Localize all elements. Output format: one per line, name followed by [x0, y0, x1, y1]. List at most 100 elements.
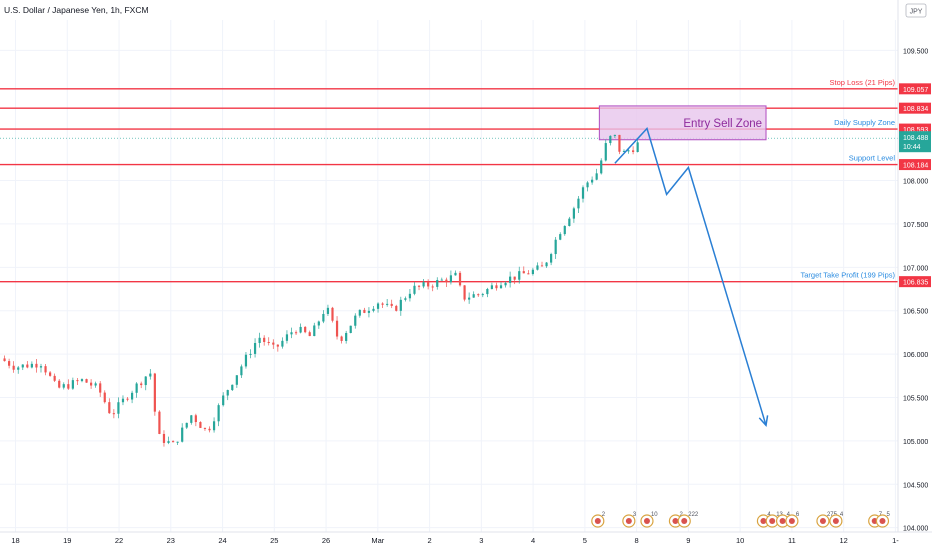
level-label: Target Take Profit (199 Pips)	[801, 271, 896, 280]
candle-body	[381, 303, 384, 305]
candle-body	[176, 441, 179, 443]
candle-body	[103, 392, 106, 403]
projection-line[interactable]	[614, 127, 767, 426]
candle-body	[167, 441, 170, 443]
candle-body	[563, 225, 566, 235]
projection-path[interactable]	[614, 127, 769, 427]
candle-body	[58, 380, 61, 388]
candle-body	[253, 343, 257, 354]
candle-body	[477, 294, 480, 296]
candle-body	[85, 379, 88, 383]
candle-body	[281, 340, 284, 347]
candle-body	[94, 383, 97, 386]
candle-body	[53, 375, 56, 381]
candle-body	[600, 160, 603, 174]
candle-body	[577, 198, 580, 209]
event-flag-icon[interactable]: 10	[640, 512, 658, 528]
candle-body	[285, 334, 289, 341]
candle-body	[408, 293, 412, 299]
y-tick-label: 105.500	[903, 395, 928, 402]
candle-body	[190, 415, 193, 423]
candle-body	[513, 276, 516, 280]
candle-body	[340, 336, 343, 341]
candle-body	[217, 405, 220, 422]
candle-body	[258, 337, 261, 344]
event-count: 275	[827, 512, 838, 518]
candles	[3, 134, 639, 447]
candle-body	[158, 411, 161, 434]
candle-body	[417, 285, 421, 287]
x-tick-label: 24	[218, 536, 226, 545]
candle-body	[335, 320, 339, 337]
x-tick-label: 22	[115, 536, 123, 545]
candle-body	[208, 428, 211, 431]
candle-body	[632, 150, 635, 152]
level-price-tag	[899, 159, 931, 171]
candle-body	[468, 297, 471, 300]
candle-body	[331, 307, 334, 321]
candle-body	[3, 358, 6, 362]
level-price-tag-label: 106.835	[903, 280, 928, 287]
candle-body	[618, 134, 621, 152]
event-flag-icon[interactable]: 222	[677, 512, 699, 528]
event-markers[interactable]: 2310222241346275475	[591, 512, 891, 528]
y-tick-label: 107.500	[903, 222, 928, 229]
candle-body	[586, 182, 589, 188]
candle-body	[609, 135, 612, 144]
event-count: 10	[651, 512, 658, 518]
candle-body	[317, 321, 320, 326]
current-price-tag	[899, 131, 931, 153]
event-count: 4	[767, 512, 771, 518]
level-price-tag-label: 108.184	[903, 163, 928, 170]
candle-body	[71, 380, 74, 389]
level-price-tag-label: 108.593	[903, 127, 928, 134]
x-tick-label: 12	[839, 536, 847, 545]
candle-body	[326, 307, 330, 314]
candle-body	[135, 383, 138, 393]
event-flag-icon[interactable]: 5	[875, 512, 890, 528]
candle-body	[472, 294, 475, 298]
x-tick-label: 4	[531, 536, 535, 545]
y-tick-label: 104.000	[903, 526, 928, 533]
x-tick-label: 23	[167, 536, 175, 545]
event-flag-icon[interactable]: 3	[622, 512, 637, 528]
candle-body	[240, 366, 243, 376]
entry-zone[interactable]: Entry Sell Zone	[598, 105, 767, 141]
y-tick-label: 107.000	[903, 265, 928, 272]
candle-body	[49, 372, 52, 376]
x-tick-label: 1-	[892, 536, 899, 545]
candle-body	[454, 272, 457, 276]
event-flag-icon[interactable]: 4	[829, 512, 844, 528]
candle-body	[231, 384, 234, 391]
event-flag-icon[interactable]: 275	[816, 512, 838, 528]
candle-body	[568, 218, 571, 226]
entry-zone-label: Entry Sell Zone	[683, 118, 762, 130]
candle-body	[249, 353, 252, 355]
x-tick-label: 11	[788, 536, 796, 545]
candle-body	[372, 308, 375, 311]
candle-body	[540, 265, 544, 267]
event-flag-icon[interactable]: 2	[591, 512, 606, 528]
candle-body	[272, 342, 275, 345]
candle-body	[212, 421, 216, 431]
candle-body	[308, 332, 311, 337]
event-count: 6	[796, 512, 800, 518]
entry-zone-box[interactable]	[598, 105, 767, 141]
candle-body	[226, 390, 229, 396]
candle-body	[431, 286, 434, 288]
candle-body	[490, 285, 494, 289]
candle-body	[358, 309, 361, 316]
y-tick-label: 109.500	[903, 48, 928, 55]
candle-body	[199, 422, 202, 428]
chart-title: U.S. Dollar / Japanese Yen, 1h, FXCM	[4, 5, 149, 15]
event-flag-icon[interactable]: 6	[785, 512, 800, 528]
time-axis[interactable]: 18 19 22 23 24 25 26 Mar 2 3 4 5 8 9 10 11 12 1-	[0, 531, 932, 545]
candle-body	[263, 337, 266, 342]
candle-body	[80, 379, 84, 382]
level-price-tag	[899, 83, 931, 95]
event-flag-icon[interactable]: 4	[775, 512, 791, 528]
candle-body	[509, 276, 512, 283]
currency-badge[interactable]: JPY	[905, 3, 927, 18]
price-axis[interactable]: 104.000 104.500 105.000 105.500 106.000 106.5…	[897, 0, 932, 550]
